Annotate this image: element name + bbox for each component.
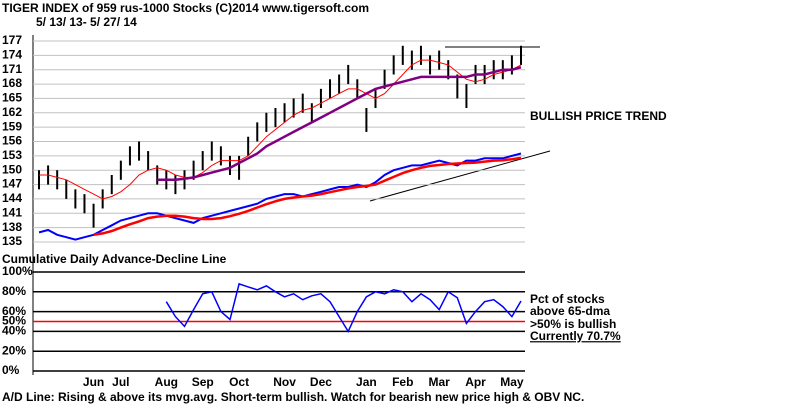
y-tick-label: 80%: [2, 284, 26, 298]
y-tick-label: 40%: [2, 324, 26, 338]
x-tick-label: Dec: [310, 375, 332, 389]
y-tick-label: 165: [2, 91, 22, 105]
x-tick-label: Feb: [392, 375, 413, 389]
y-tick-label: 135: [2, 234, 22, 248]
y-tick-label: 159: [2, 119, 22, 133]
y-tick-label: 174: [2, 48, 22, 62]
y-tick-label: 171: [2, 62, 22, 76]
x-tick-label: Nov: [273, 375, 296, 389]
series-line: [38, 152, 522, 241]
note: above 65-dma: [530, 304, 610, 318]
y-tick-label: 156: [2, 134, 22, 148]
y-tick-label: 100%: [2, 264, 33, 278]
panel-title: Cumulative Daily Advance-Decline Line: [2, 252, 227, 266]
x-tick-label: Aug: [155, 375, 178, 389]
y-tick-label: 162: [2, 105, 22, 119]
chart-title: TIGER INDEX of 959 rus-1000 Stocks (C)20…: [2, 1, 369, 15]
annotation: BULLISH PRICE TREND: [530, 109, 667, 123]
series-line: [165, 282, 522, 333]
y-tick-label: 144: [2, 191, 22, 205]
note: Pct of stocks: [530, 292, 605, 306]
note: >50% is bullish: [530, 317, 616, 331]
x-tick-label: Jul: [112, 375, 129, 389]
trend-line: [369, 150, 551, 202]
series-line: [39, 59, 522, 200]
chart-subtitle: 5/ 13/ 13- 5/ 27/ 14: [36, 15, 137, 29]
y-tick-label: 147: [2, 177, 22, 191]
y-tick-label: 0%: [2, 363, 20, 377]
y-tick-label: 168: [2, 76, 22, 90]
y-tick-label: 20%: [2, 343, 26, 357]
y-tick-label: 150: [2, 162, 22, 176]
note: Currently 70.7%: [530, 329, 621, 343]
y-tick-label: 177: [2, 33, 22, 47]
series-line: [93, 156, 522, 237]
x-tick-label: Jan: [356, 375, 377, 389]
x-tick-label: Jun: [83, 375, 104, 389]
caption: A/D Line: Rising & above its mvg.avg. Sh…: [2, 390, 584, 404]
y-tick-label: 50%: [2, 314, 26, 328]
y-tick-label: 138: [2, 220, 22, 234]
x-tick-label: Apr: [465, 375, 486, 389]
y-tick-label: 60%: [2, 304, 26, 318]
x-tick-label: Mar: [428, 375, 450, 389]
y-tick-label: 141: [2, 205, 22, 219]
series-line: [157, 66, 522, 182]
x-tick-label: Oct: [229, 375, 249, 389]
x-tick-label: May: [500, 375, 524, 389]
x-tick-label: Sep: [192, 375, 214, 389]
y-tick-label: 153: [2, 148, 22, 162]
